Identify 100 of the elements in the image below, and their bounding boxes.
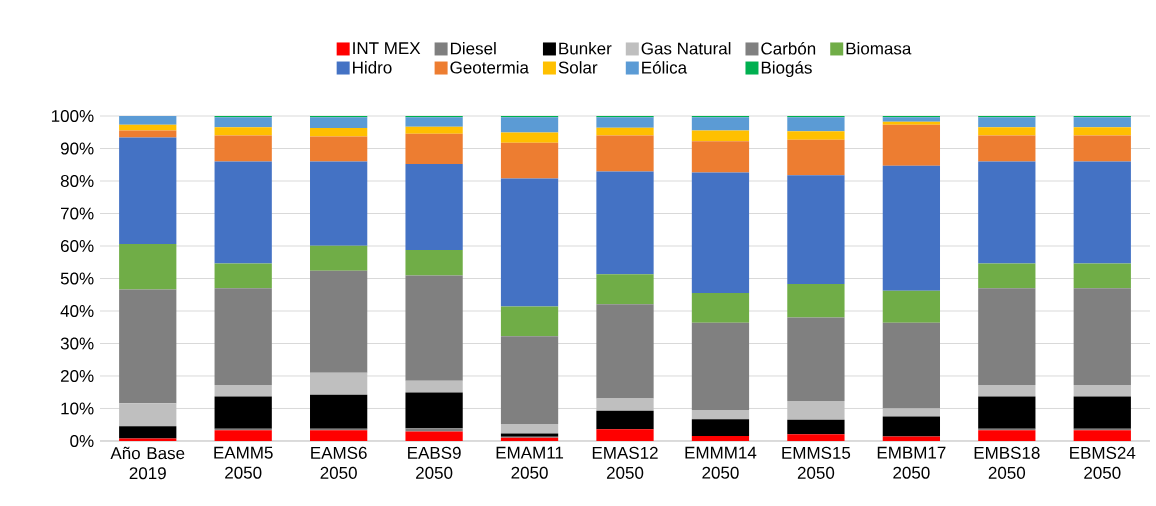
bar (882, 436, 940, 441)
bar (310, 270, 368, 373)
bar (1073, 135, 1131, 162)
bar (596, 274, 654, 305)
bar (596, 127, 654, 136)
x-tick-label: EABS9 2050 (408, 446, 461, 479)
bar (405, 275, 463, 381)
bar (691, 322, 750, 411)
bar (1073, 430, 1131, 441)
bar (787, 139, 845, 176)
bar (214, 396, 272, 429)
bar (882, 124, 940, 166)
bar (596, 171, 654, 275)
bar (691, 436, 750, 441)
bar (787, 175, 845, 285)
bar (787, 434, 845, 441)
bar (787, 284, 845, 318)
bar (310, 161, 368, 246)
legend-label: Biomasa (846, 42, 912, 55)
y-tick-label: 50% (60, 272, 94, 285)
bar (1073, 127, 1131, 136)
bar (882, 121, 940, 125)
y-tick-label: 70% (61, 207, 94, 220)
bar (310, 136, 368, 162)
bar (882, 416, 940, 437)
bar (214, 385, 272, 397)
x-tick-label: EMBM17 2050 (877, 446, 946, 479)
bar (882, 322, 940, 409)
legend-label: Eólica (642, 60, 688, 74)
bar (691, 419, 750, 437)
legend-label: Diesel (450, 42, 496, 55)
bar (310, 245, 368, 271)
bar (691, 130, 750, 142)
legend-label: Hidro (353, 61, 392, 74)
bar (1073, 161, 1131, 264)
bar (500, 117, 559, 133)
bar (978, 127, 1036, 136)
x-tick-label: EAMS6 2050 (311, 446, 367, 479)
bar (691, 293, 750, 323)
bar (978, 117, 1036, 128)
bar (1073, 288, 1131, 386)
legend-label: Geotermia (450, 61, 529, 74)
bar (405, 431, 463, 441)
bar (405, 392, 463, 429)
bar (500, 336, 559, 425)
x-tick-label: EMMM14 2050 (685, 446, 757, 479)
bar (405, 133, 463, 165)
bar (119, 438, 177, 441)
y-tick-label: 80% (60, 174, 94, 188)
y-tick-label: 40% (60, 304, 94, 318)
bar (596, 410, 654, 430)
bar (882, 165, 940, 291)
bar (978, 263, 1036, 289)
bar (882, 290, 940, 323)
bar (405, 164, 463, 250)
bar (882, 408, 940, 417)
bar (691, 117, 750, 131)
x-tick-label: EMAM11 2050 (496, 446, 564, 479)
bar (405, 249, 463, 276)
legend-label: Gas Natural (641, 42, 731, 55)
y-tick-label: 20% (60, 369, 94, 383)
bar (214, 430, 272, 441)
x-tick-label: EMMS15 2050 (782, 446, 851, 479)
bar (1073, 396, 1131, 429)
y-tick-label: 60% (60, 239, 94, 253)
bar (214, 288, 272, 386)
bar (978, 430, 1036, 441)
legend-label: Bunker (559, 42, 612, 55)
bar (405, 428, 463, 432)
y-tick-label: 100% (51, 109, 94, 123)
bar (596, 135, 654, 172)
bar (787, 317, 845, 402)
bar (1073, 117, 1131, 128)
bar (310, 128, 368, 137)
bar (119, 115, 177, 125)
bar (405, 117, 463, 127)
y-tick-label: 10% (61, 402, 94, 415)
bar (1073, 385, 1131, 397)
y-tick-label: 30% (60, 337, 94, 350)
bar (787, 401, 845, 420)
bar (691, 172, 750, 294)
bar (882, 117, 940, 122)
x-tick-label: Año Base 2019 (110, 446, 185, 480)
bar (310, 117, 368, 129)
x-tick-label: EMAS12 2050 (592, 446, 658, 479)
legend-label: Carbón (761, 41, 816, 55)
x-tick-label: EAMM5 2050 (214, 446, 273, 479)
legend-label: INT MEX (353, 42, 421, 55)
bar (691, 410, 750, 420)
bar (978, 135, 1036, 162)
bar (596, 398, 654, 411)
bar (596, 304, 654, 399)
bar (405, 126, 463, 134)
bar (119, 426, 177, 439)
y-tick-label: 0% (70, 434, 94, 448)
x-tick-label: EMBS18 2050 (974, 446, 1040, 479)
bar (978, 161, 1036, 264)
bar (596, 117, 654, 128)
bar (978, 396, 1036, 429)
bar (119, 244, 177, 290)
